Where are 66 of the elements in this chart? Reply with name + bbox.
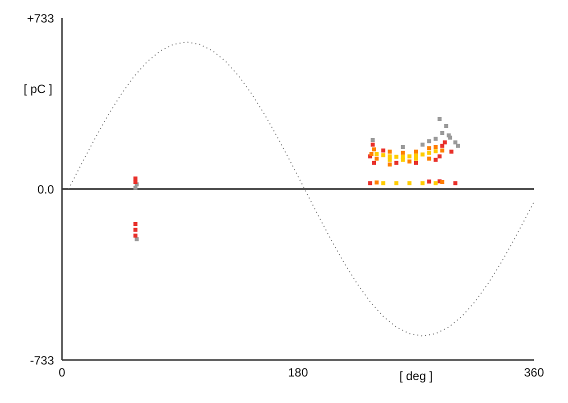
point xyxy=(427,146,432,150)
y-axis-title: [ pC ] xyxy=(24,82,52,96)
point xyxy=(381,181,386,186)
point xyxy=(381,153,386,158)
point xyxy=(444,124,448,128)
point xyxy=(453,140,458,144)
point xyxy=(434,149,438,154)
point xyxy=(420,152,425,156)
y-tick-label: -733 xyxy=(30,353,54,368)
point xyxy=(448,136,452,140)
point xyxy=(434,136,438,141)
point xyxy=(438,154,442,158)
point xyxy=(374,152,379,156)
point xyxy=(134,237,139,242)
point xyxy=(414,150,418,154)
point xyxy=(372,147,376,152)
x-tick-label: 0 xyxy=(58,366,66,380)
point xyxy=(434,145,438,150)
point xyxy=(368,181,372,186)
point xyxy=(370,142,375,147)
point xyxy=(440,148,444,153)
point xyxy=(133,228,138,232)
point xyxy=(374,156,379,161)
x-tick-label: 360 xyxy=(524,366,544,380)
point xyxy=(427,156,432,161)
point xyxy=(440,144,444,148)
point xyxy=(449,150,454,154)
point xyxy=(374,180,379,184)
point xyxy=(414,160,418,165)
point xyxy=(372,160,376,165)
point xyxy=(394,181,398,186)
point xyxy=(394,160,398,165)
point xyxy=(133,176,138,180)
point xyxy=(438,117,442,122)
point xyxy=(407,159,412,164)
point xyxy=(400,150,405,155)
point xyxy=(440,180,444,184)
point xyxy=(456,144,460,148)
point xyxy=(434,158,438,162)
point xyxy=(434,181,438,186)
point xyxy=(388,158,392,162)
point xyxy=(427,139,432,144)
x-tick-label: 180 xyxy=(288,366,308,380)
point xyxy=(440,131,444,136)
point xyxy=(133,186,138,190)
point xyxy=(400,145,405,150)
point xyxy=(442,140,447,144)
y-tick-label: 0.0 xyxy=(37,182,54,196)
point xyxy=(388,150,392,154)
point xyxy=(381,148,386,153)
point xyxy=(427,150,432,155)
point xyxy=(453,181,458,186)
point xyxy=(394,154,398,159)
point xyxy=(407,154,412,158)
point xyxy=(420,142,425,147)
point xyxy=(133,234,138,238)
point xyxy=(400,158,405,162)
point xyxy=(370,138,375,142)
point xyxy=(420,181,425,186)
x-axis-title: [ deg ] xyxy=(399,369,433,383)
line-series xyxy=(68,42,534,336)
point xyxy=(133,222,138,226)
point xyxy=(388,162,392,167)
point xyxy=(427,180,432,184)
point xyxy=(407,181,412,186)
y-tick-label: +733 xyxy=(26,11,54,26)
